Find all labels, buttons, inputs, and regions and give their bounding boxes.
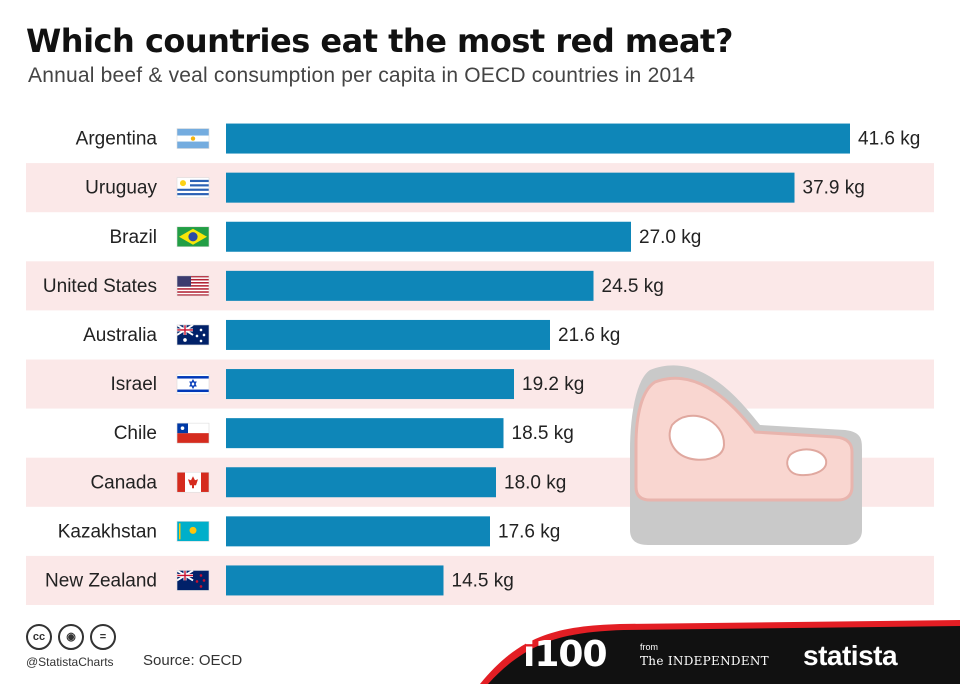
- israel-flag-icon: [176, 373, 210, 395]
- bar-uruguay: [226, 172, 795, 203]
- independent-logo: The INDEPENDENT: [640, 654, 769, 668]
- value-label: 19.2 kg: [522, 374, 584, 395]
- united-states-flag-icon: [176, 275, 210, 297]
- category-label: New Zealand: [45, 570, 157, 591]
- chart-subtitle: Annual beef & veal consumption per capit…: [28, 64, 696, 87]
- bar-united-states: [226, 270, 594, 301]
- source-note: Source: OECD: [143, 652, 243, 669]
- australia-flag-icon: [176, 324, 210, 346]
- bar-canada: [226, 467, 496, 498]
- value-label: 24.5 kg: [602, 276, 664, 297]
- category-label: Argentina: [76, 129, 158, 150]
- value-label: 17.6 kg: [498, 521, 560, 542]
- value-label: 41.6 kg: [858, 129, 920, 150]
- value-label: 37.9 kg: [803, 178, 865, 199]
- value-label: 27.0 kg: [639, 227, 701, 248]
- footer-band: [480, 620, 960, 684]
- chart-title: Which countries eat the most red meat?: [26, 22, 733, 60]
- value-label: 21.6 kg: [558, 325, 620, 346]
- new-zealand-flag-icon: [176, 569, 210, 591]
- bar-chart: Argentina 41.6 kg Uruguay 37.9 kg Brazil 27.0…: [26, 123, 934, 605]
- bar-new-zealand: [226, 565, 444, 596]
- category-label: Uruguay: [85, 178, 157, 199]
- bar-australia: [226, 319, 550, 350]
- kazakhstan-flag-icon: [176, 521, 210, 542]
- category-label: Brazil: [109, 227, 157, 248]
- nd-icon: =: [90, 624, 116, 650]
- category-label: United States: [43, 276, 157, 297]
- uruguay-flag-icon: [176, 177, 210, 198]
- category-label: Kazakhstan: [58, 521, 157, 542]
- by-icon: ◉: [58, 624, 84, 650]
- value-label: 18.5 kg: [512, 423, 574, 444]
- bar-chile: [226, 418, 504, 449]
- bar-kazakhstan: [226, 516, 490, 547]
- category-label: Israel: [111, 374, 157, 395]
- canada-flag-icon: [176, 471, 210, 493]
- chile-flag-icon: [176, 422, 210, 444]
- brazil-flag-icon: [176, 226, 210, 248]
- statista-handle: @StatistaCharts: [26, 655, 114, 669]
- bar-israel: [226, 369, 514, 400]
- argentina-flag-icon: [176, 128, 210, 149]
- category-label: Australia: [83, 325, 157, 346]
- from-label: from: [640, 642, 658, 652]
- statista-logo: statista: [803, 640, 898, 671]
- cc-icon: cc: [26, 624, 52, 650]
- bar-brazil: [226, 221, 631, 252]
- i100-logo: i100: [523, 634, 607, 675]
- value-label: 18.0 kg: [504, 472, 566, 493]
- category-label: Chile: [114, 423, 157, 444]
- value-label: 14.5 kg: [452, 570, 514, 591]
- meat-steak-icon: [630, 365, 862, 545]
- category-label: Canada: [90, 472, 157, 493]
- bar-argentina: [226, 123, 850, 154]
